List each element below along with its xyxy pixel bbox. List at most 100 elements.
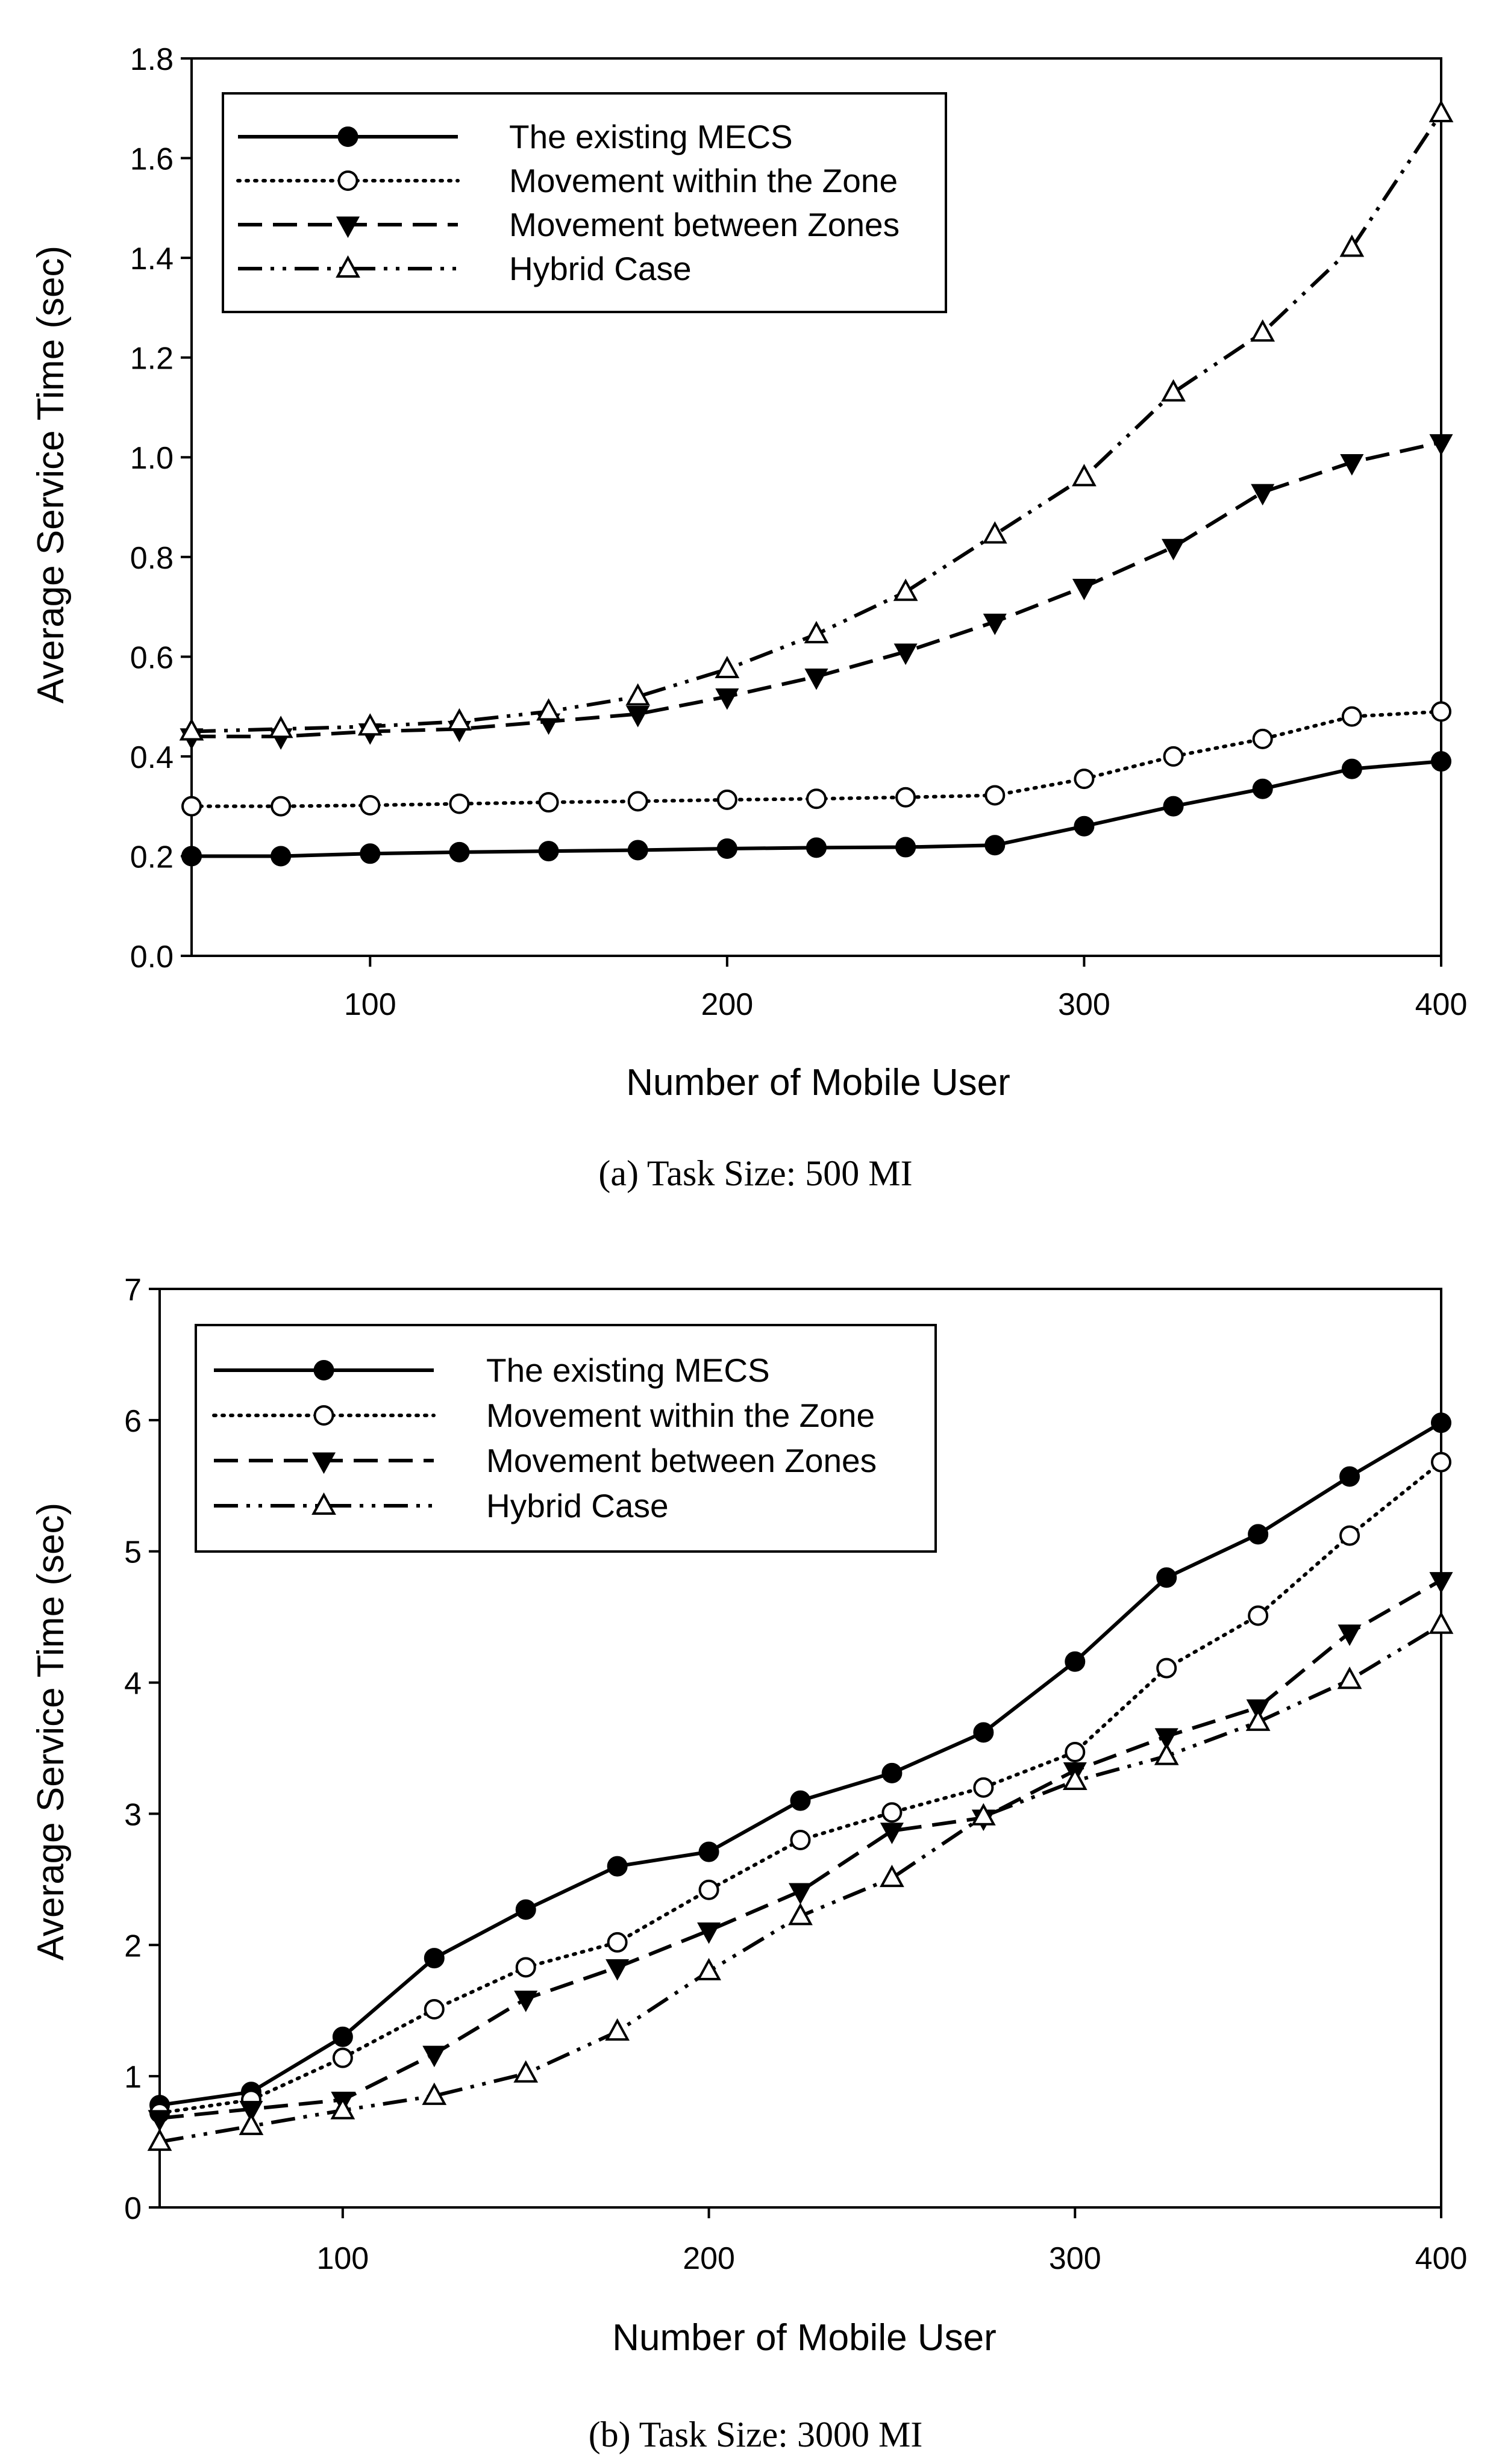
data-point (895, 787, 916, 808)
data-point (1156, 1567, 1177, 1588)
data-point (147, 2128, 172, 2151)
data-point (357, 713, 383, 736)
data-point (880, 1865, 904, 1888)
data-point (424, 1948, 445, 1969)
x-tick-label: 100 (344, 987, 396, 1022)
data-point (538, 841, 559, 862)
legend-marker (313, 1405, 334, 1426)
y-tick-label: 0 (124, 2191, 142, 2226)
x-tick-label: 100 (316, 2241, 369, 2276)
data-point (1338, 1624, 1362, 1646)
x-tick-label: 400 (1415, 987, 1468, 1022)
legend-marker (337, 126, 358, 147)
series-line (158, 1460, 1443, 2115)
legend-label: Movement between Zones (486, 1442, 877, 1479)
series-3 (147, 1611, 1454, 2151)
data-point (715, 655, 740, 679)
data-point (1429, 1572, 1453, 1594)
data-point (1072, 464, 1097, 487)
series-1 (149, 1452, 1451, 2124)
data-point (449, 793, 470, 814)
legend-marker (313, 1360, 334, 1380)
legend-marker (336, 216, 360, 239)
y-tick-label: 0.0 (130, 940, 174, 975)
legend: The existing MECS Movement within the Zon… (195, 1324, 937, 1553)
data-point (513, 2060, 539, 2083)
data-point (1251, 484, 1275, 506)
data-point (607, 1856, 628, 1877)
data-point (1431, 1412, 1451, 1433)
x-tick-label: 200 (683, 2241, 735, 2276)
data-point (515, 1899, 536, 1920)
data-point (626, 706, 650, 728)
data-point (1156, 1658, 1177, 1679)
y-tick-label: 0.4 (130, 740, 174, 775)
data-point (880, 1823, 904, 1844)
data-point (605, 1959, 630, 1981)
data-point (697, 1922, 721, 1944)
data-point (1431, 701, 1451, 722)
x-tick-label: 200 (701, 987, 753, 1022)
data-point (806, 788, 827, 809)
data-point (1428, 1611, 1454, 1634)
data-point (179, 718, 204, 741)
data-point (1074, 769, 1095, 790)
data-point (360, 843, 381, 864)
legend-label: Movement between Zones (509, 206, 900, 243)
data-point (1341, 758, 1362, 779)
series-1 (181, 701, 1451, 817)
data-point (449, 841, 470, 862)
data-point (698, 1879, 719, 1900)
chart-b: Average Service Time (sec) Number of Mob… (30, 1273, 1467, 2454)
data-point (790, 1830, 811, 1850)
data-point (627, 791, 648, 812)
y-tick-label: 1.0 (130, 441, 174, 476)
data-point (330, 2097, 355, 2119)
data-point (1245, 1708, 1271, 1731)
data-point (1250, 319, 1275, 342)
data-point (1248, 1605, 1269, 1626)
plot-frame (190, 57, 1442, 957)
y-tick-label: 7 (124, 1273, 142, 1308)
y-tick-label: 2 (124, 1929, 142, 1963)
data-point (1339, 234, 1365, 257)
data-point (984, 785, 1006, 806)
data-point (1072, 578, 1096, 600)
data-point (698, 1841, 719, 1862)
data-point (1065, 1651, 1086, 1672)
data-point (893, 643, 918, 666)
series-0 (149, 1412, 1451, 2116)
data-point (1161, 379, 1186, 402)
legend-label: The existing MECS (509, 118, 793, 155)
data-point (1337, 1667, 1362, 1689)
data-point (1248, 1524, 1269, 1545)
data-point (973, 1777, 994, 1798)
data-point (881, 1762, 903, 1783)
data-point (271, 846, 292, 867)
data-point (1163, 796, 1184, 817)
series-0 (181, 751, 1451, 867)
chart-b-caption: (b) Task Size: 3000 MI (589, 2415, 923, 2454)
data-point (983, 613, 1007, 635)
data-point (514, 1991, 538, 2012)
y-tick-label: 1.2 (130, 342, 174, 376)
data-point (1154, 1728, 1178, 1750)
y-tick-label: 6 (124, 1404, 142, 1439)
data-point (1431, 1452, 1451, 1473)
data-point (971, 1803, 996, 1826)
series-line (159, 1579, 1442, 2120)
data-point (625, 683, 651, 706)
data-point (268, 716, 293, 738)
chart-a: Average Service Time (sec) Number of Mob… (30, 42, 1467, 1193)
data-point (715, 688, 739, 710)
data-point (271, 796, 292, 817)
data-point (982, 521, 1007, 544)
data-point (607, 1932, 628, 1953)
data-point (881, 1802, 903, 1823)
data-point (788, 1883, 813, 1905)
data-point (332, 2047, 353, 2068)
data-point (1340, 454, 1364, 476)
data-point (360, 795, 381, 816)
data-point (1163, 746, 1184, 767)
